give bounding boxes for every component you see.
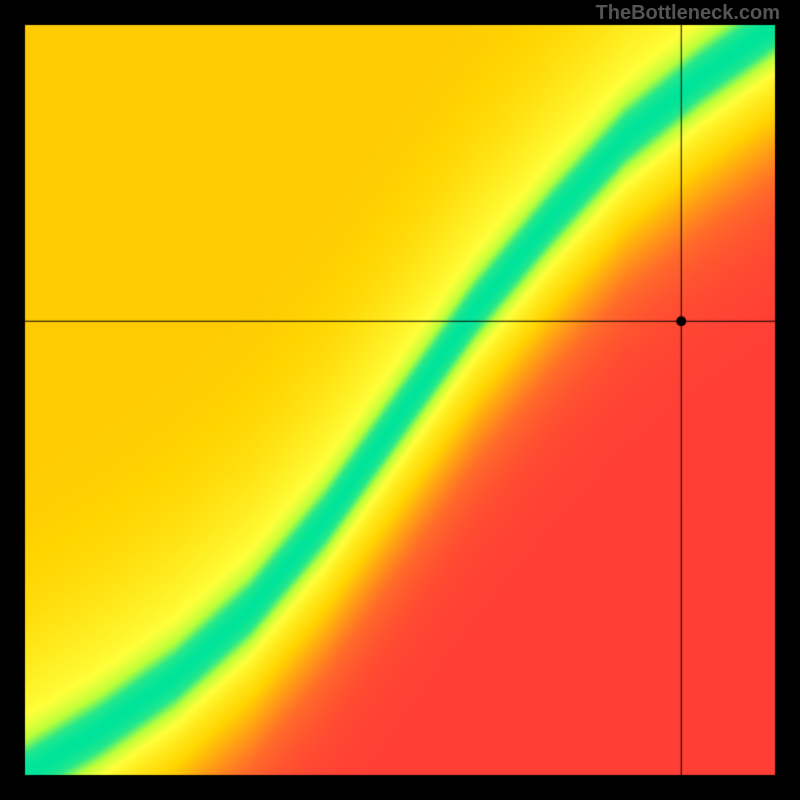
chart-wrapper: TheBottleneck.com [0, 0, 800, 800]
attribution-text: TheBottleneck.com [596, 2, 780, 25]
bottleneck-heatmap [0, 0, 800, 800]
